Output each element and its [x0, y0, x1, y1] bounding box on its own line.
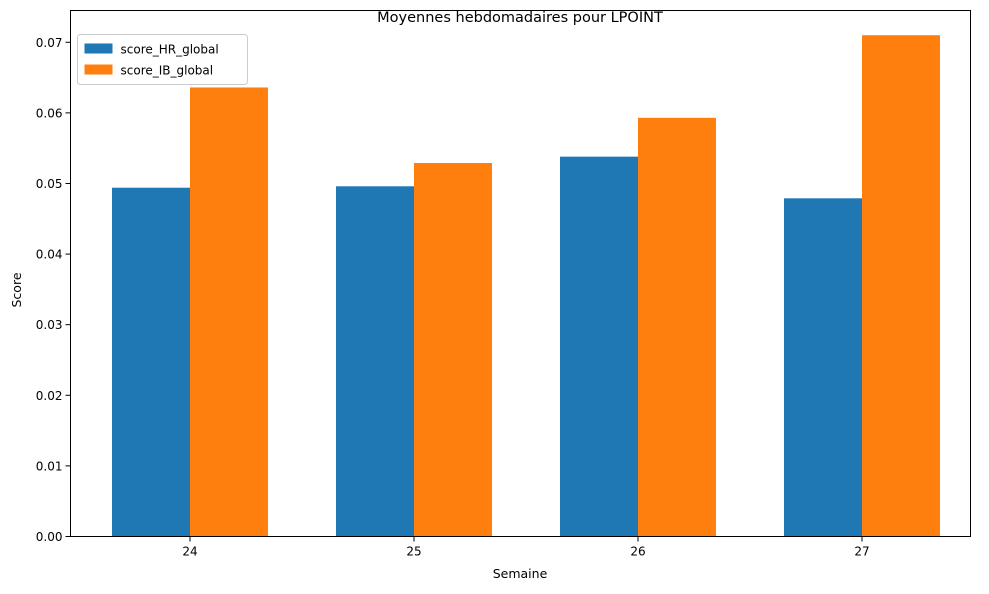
- chart-title: Moyennes hebdomadaires pour LPOINT: [377, 10, 663, 26]
- x-tick-label: 25: [406, 545, 421, 559]
- plot-frame: [70, 10, 971, 537]
- y-tick-label: 0.01: [36, 459, 63, 473]
- bar-score_IB_global-24: [190, 87, 268, 537]
- legend-label-score_HR_global: score_HR_global: [121, 43, 219, 57]
- x-axis-label: Semaine: [493, 566, 548, 581]
- bars-layer: [112, 35, 940, 537]
- y-tick-label: 0.03: [36, 318, 63, 332]
- legend: score_HR_global score_IB_global: [77, 34, 248, 85]
- x-axis-ticks: 24 25 26 27: [182, 536, 870, 559]
- legend-box: [77, 34, 248, 85]
- bar-score_IB_global-26: [638, 117, 716, 537]
- x-tick-label: 27: [854, 545, 869, 559]
- y-tick-label: 0.04: [36, 248, 63, 262]
- x-tick-label: 26: [630, 545, 645, 559]
- legend-swatch-score_HR_global: [84, 43, 113, 54]
- bar-score_IB_global-25: [414, 163, 492, 537]
- x-tick-label: 24: [182, 545, 197, 559]
- y-tick-label: 0.00: [36, 530, 63, 544]
- bar-score_HR_global-27: [784, 198, 862, 537]
- y-tick-label: 0.07: [36, 36, 63, 50]
- y-tick-label: 0.02: [36, 389, 63, 403]
- y-axis-label: Score: [9, 272, 24, 307]
- bar-score_IB_global-27: [862, 35, 940, 537]
- bar-score_HR_global-26: [560, 156, 638, 537]
- legend-swatch-score_IB_global: [84, 64, 113, 75]
- y-tick-label: 0.06: [36, 106, 63, 120]
- bar-score_HR_global-24: [112, 187, 190, 537]
- y-axis-ticks: 0.00 0.01 0.02 0.03 0.04 0.05 0.06 0.07: [36, 36, 71, 544]
- bar-score_HR_global-25: [336, 186, 414, 537]
- y-tick-label: 0.05: [36, 177, 63, 191]
- legend-label-score_IB_global: score_IB_global: [121, 64, 214, 78]
